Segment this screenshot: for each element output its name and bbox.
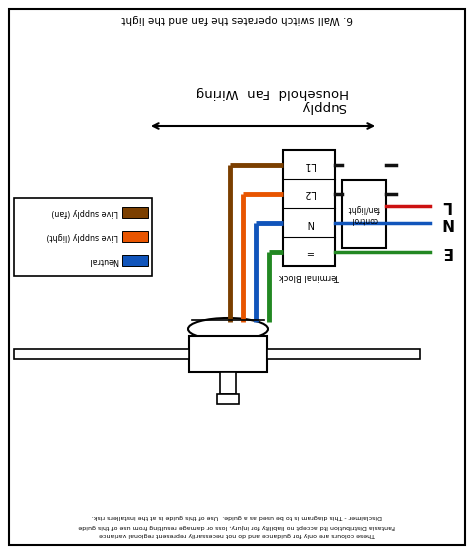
Bar — [14, 198, 152, 276]
Bar — [217, 394, 239, 404]
Text: Live supply (fan): Live supply (fan) — [51, 208, 118, 217]
Bar — [14, 349, 189, 359]
Bar — [267, 349, 420, 359]
Text: L: L — [441, 198, 451, 213]
Text: Supply: Supply — [300, 100, 346, 114]
Text: Neutral: Neutral — [88, 255, 118, 264]
Text: control
fan/light: control fan/light — [348, 204, 380, 224]
Text: Household  Fan  Wiring: Household Fan Wiring — [195, 85, 348, 99]
Text: Live supply (light): Live supply (light) — [46, 232, 118, 240]
Text: These colours are only for guidance and do not necessarily represent regional va: These colours are only for guidance and … — [99, 532, 375, 537]
Bar — [189, 336, 267, 372]
Ellipse shape — [188, 318, 268, 340]
Bar — [122, 207, 148, 218]
Text: 6. Wall switch operates the fan and the light: 6. Wall switch operates the fan and the … — [121, 14, 353, 24]
Text: Terminal Block: Terminal Block — [278, 272, 339, 281]
Text: Disclaimer - This diagram is to be used as a guide.  Use of this guide is at the: Disclaimer - This diagram is to be used … — [92, 514, 382, 519]
Text: E: E — [441, 244, 451, 259]
Bar — [122, 254, 148, 265]
Bar — [342, 180, 386, 248]
Text: Fantasia Distribution ltd accept no liability for injury, loss or damage resulti: Fantasia Distribution ltd accept no liab… — [79, 524, 395, 529]
Bar — [283, 150, 335, 266]
Bar — [122, 230, 148, 242]
Text: N: N — [439, 215, 452, 230]
Text: L2: L2 — [303, 188, 315, 198]
Text: L1: L1 — [303, 160, 315, 170]
Text: N: N — [305, 218, 313, 228]
Text: =: = — [305, 247, 313, 257]
Bar — [220, 372, 236, 394]
